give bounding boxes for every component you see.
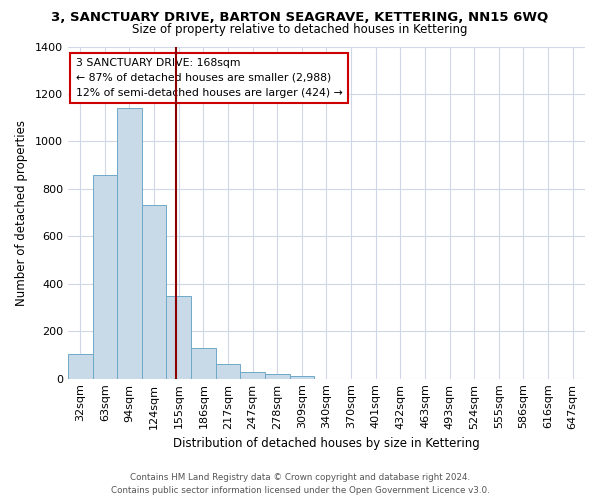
Bar [240, 372, 265, 378]
Bar [215, 364, 240, 378]
Y-axis label: Number of detached properties: Number of detached properties [15, 120, 28, 306]
Bar [68, 354, 92, 378]
Bar [142, 206, 166, 378]
Bar [191, 348, 215, 378]
X-axis label: Distribution of detached houses by size in Kettering: Distribution of detached houses by size … [173, 437, 480, 450]
Bar [117, 108, 142, 378]
Text: Contains HM Land Registry data © Crown copyright and database right 2024.
Contai: Contains HM Land Registry data © Crown c… [110, 474, 490, 495]
Text: 3 SANCTUARY DRIVE: 168sqm
← 87% of detached houses are smaller (2,988)
12% of se: 3 SANCTUARY DRIVE: 168sqm ← 87% of detac… [76, 58, 343, 98]
Text: 3, SANCTUARY DRIVE, BARTON SEAGRAVE, KETTERING, NN15 6WQ: 3, SANCTUARY DRIVE, BARTON SEAGRAVE, KET… [52, 11, 548, 24]
Text: Size of property relative to detached houses in Kettering: Size of property relative to detached ho… [132, 22, 468, 36]
Bar [92, 174, 117, 378]
Bar [166, 296, 191, 378]
Bar [265, 374, 290, 378]
Bar [290, 376, 314, 378]
